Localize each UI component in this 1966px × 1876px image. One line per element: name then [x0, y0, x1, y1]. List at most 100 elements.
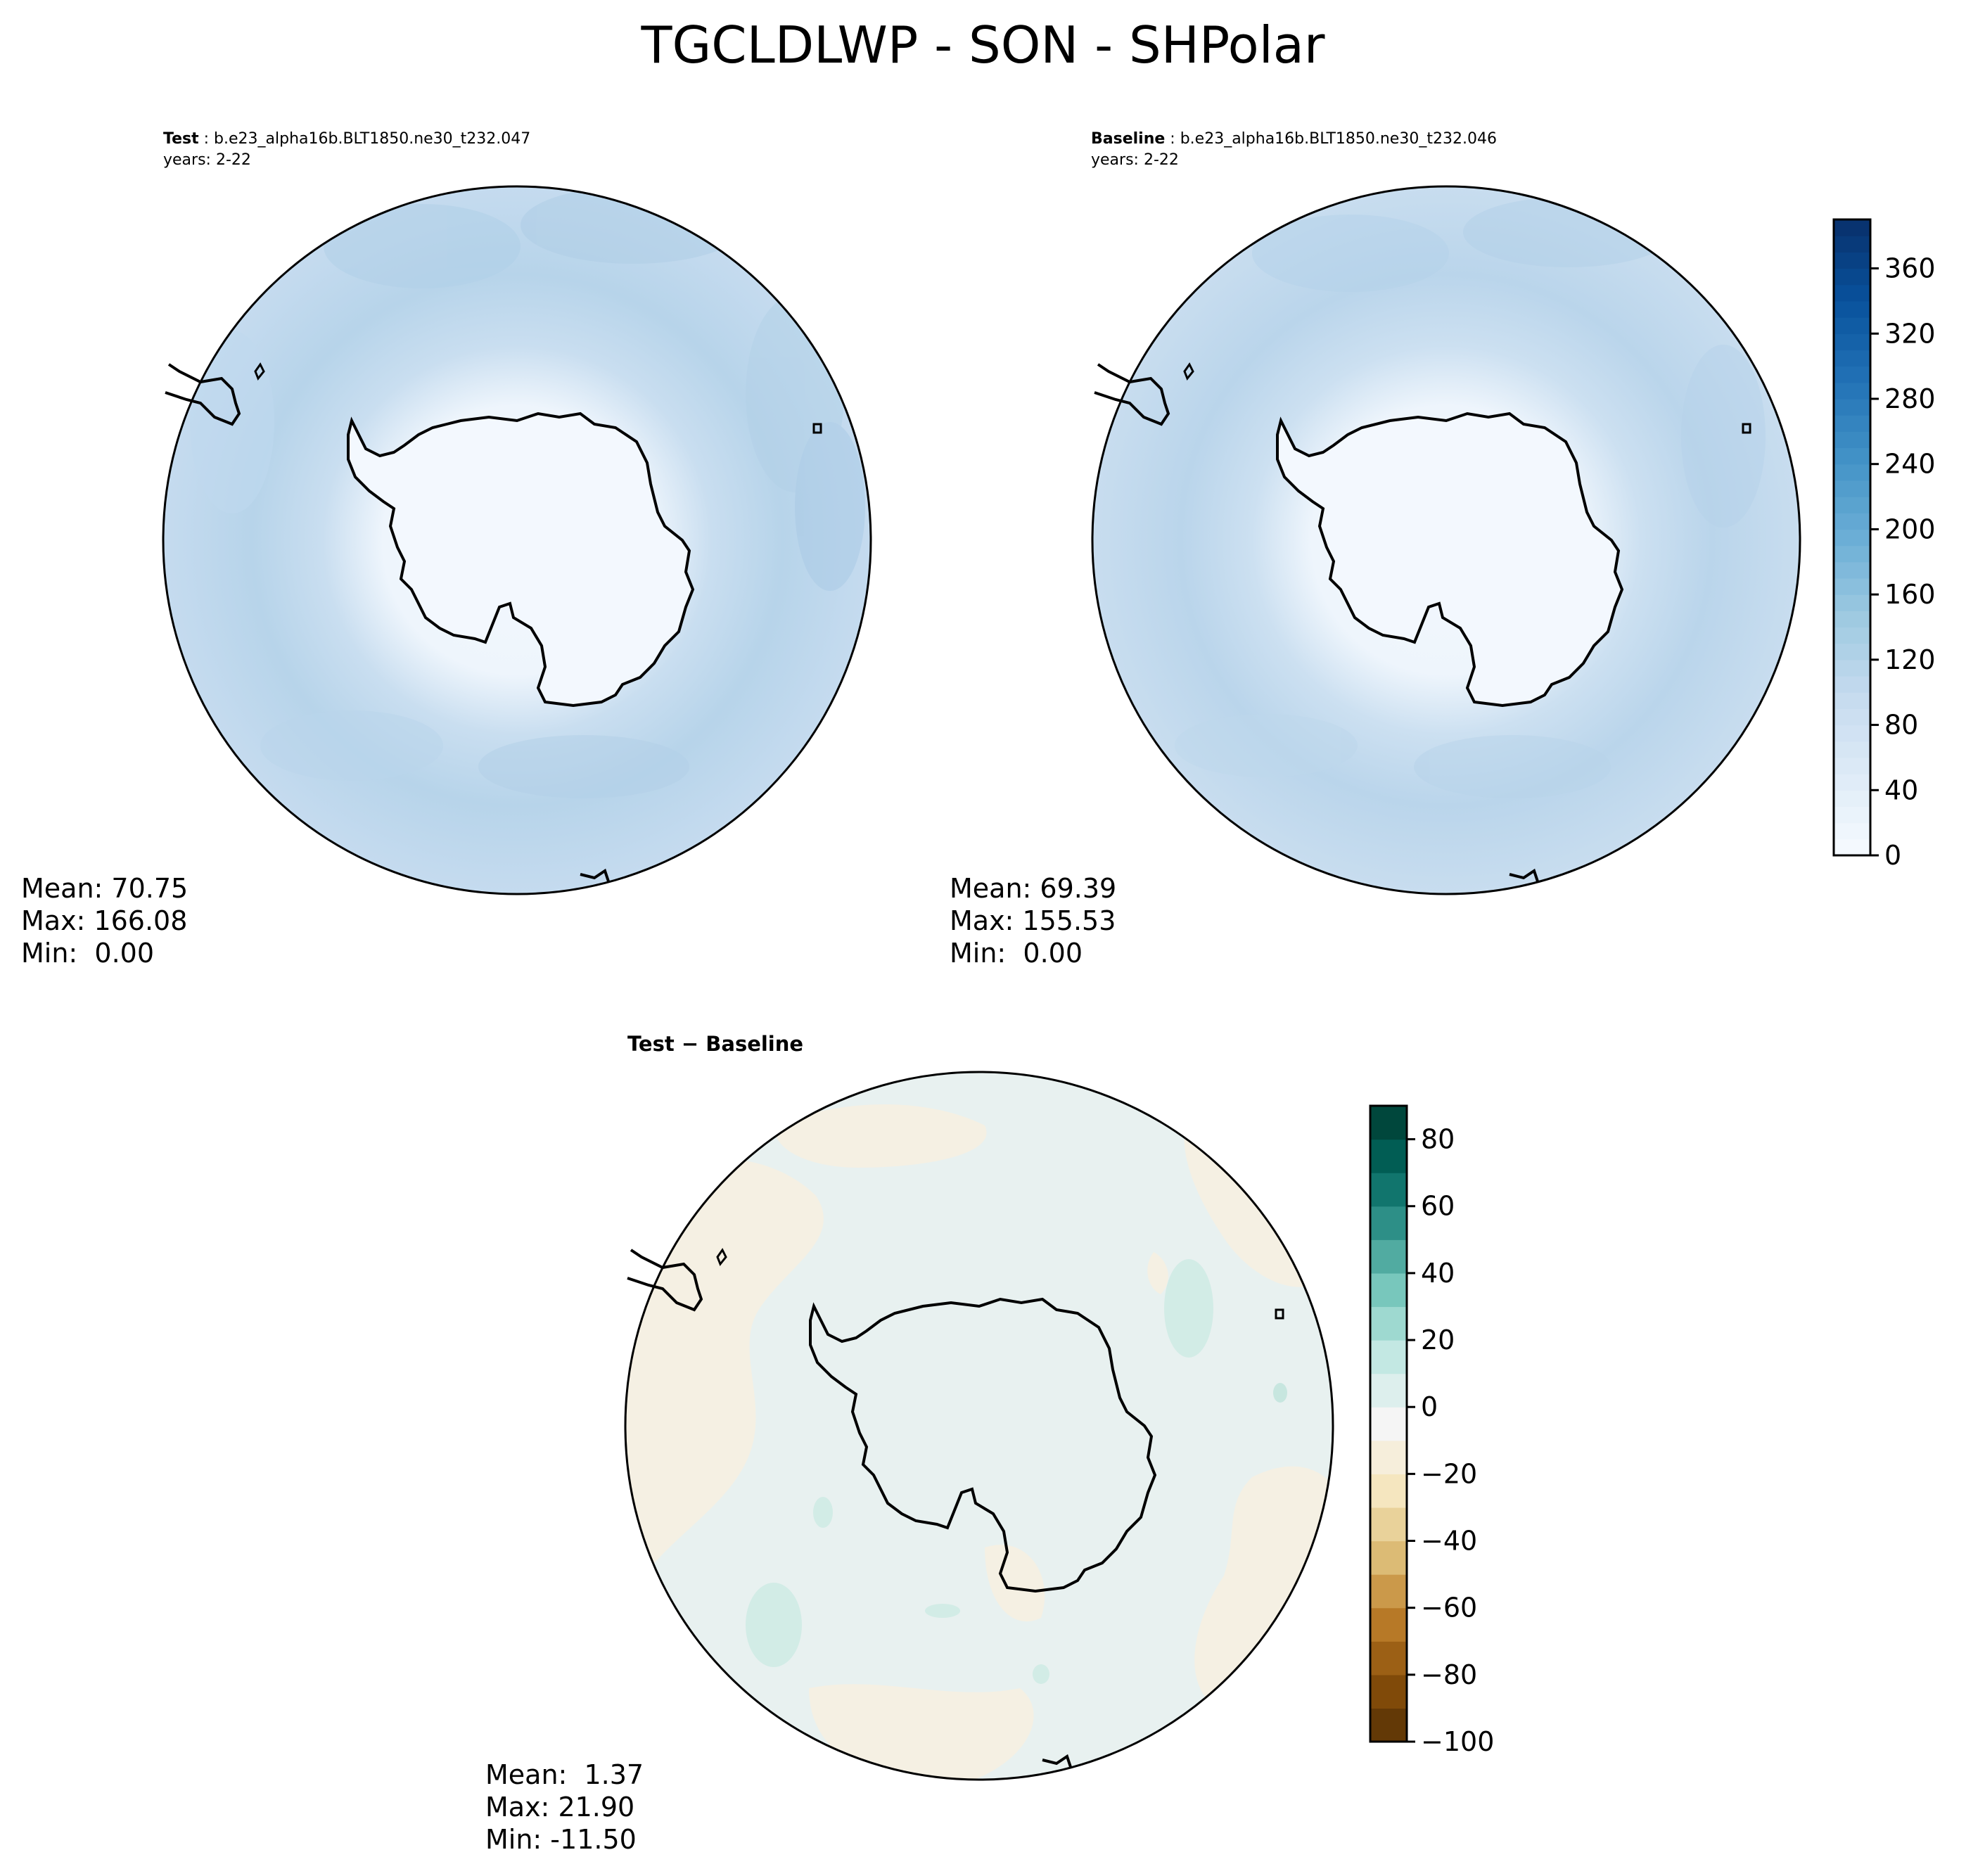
abs-colorbar-tick-label-9: 360	[1884, 253, 1936, 284]
abs-colorbar-level-10	[1834, 676, 1870, 693]
abs-colorbar-level-38	[1834, 219, 1870, 236]
diff-max: Max: 21.90	[485, 1792, 635, 1823]
test-panel-title: Test : b.e23_alpha16b.BLT1850.ne30_t232.…	[163, 130, 531, 148]
abs-colorbar-level-31	[1834, 333, 1870, 351]
diff-colorbar-level-13	[1370, 1272, 1407, 1308]
abs-colorbar-level-20	[1834, 513, 1870, 530]
abs-colorbar-level-27	[1834, 398, 1870, 416]
diff-colorbar-level-5	[1370, 1540, 1407, 1575]
abs-colorbar-level-34	[1834, 284, 1870, 302]
abs-colorbar-level-6	[1834, 741, 1870, 758]
diff-colorbar-tick-label-2: −60	[1421, 1593, 1477, 1623]
test-mean: Mean: 70.75	[21, 873, 189, 904]
abs-colorbar-level-11	[1834, 659, 1870, 677]
diff-colorbar-level-4	[1370, 1574, 1407, 1609]
abs-colorbar-level-22	[1834, 480, 1870, 497]
diff-title-test: Test	[627, 1032, 675, 1056]
diff-colorbar-level-12	[1370, 1306, 1407, 1341]
abs-colorbar-level-4	[1834, 774, 1870, 791]
abs-colorbar-level-13	[1834, 627, 1870, 644]
diff-colorbar-level-8	[1370, 1440, 1407, 1474]
diff-min: Min: -11.50	[485, 1824, 637, 1855]
abs-colorbar-level-37	[1834, 236, 1870, 253]
diff-title-baseline: Baseline	[706, 1032, 804, 1056]
diff-colorbar-level-14	[1370, 1239, 1407, 1274]
abs-colorbar-level-7	[1834, 725, 1870, 742]
abs-colorbar-level-3	[1834, 790, 1870, 808]
diff-colorbar-level-9	[1370, 1407, 1407, 1441]
baseline-antarctica-coastline	[1093, 362, 1751, 882]
abs-colorbar-tick-label-4: 160	[1884, 579, 1936, 610]
diff-colorbar-tick-label-9: 80	[1421, 1124, 1455, 1155]
baseline-min: Min: 0.00	[950, 938, 1083, 969]
colorbar-absolute: 0 40 80 120 160 200 240 280 320 360	[1832, 218, 1936, 871]
abs-colorbar-level-8	[1834, 708, 1870, 726]
abs-colorbar-level-12	[1834, 643, 1870, 661]
abs-colorbar-tick-label-5: 200	[1884, 513, 1936, 544]
abs-colorbar-level-17	[1834, 561, 1870, 579]
diff-colorbar-level-16	[1370, 1173, 1407, 1207]
test-case-name: b.e23_alpha16b.BLT1850.ne30_t232.047	[214, 130, 531, 148]
diff-colorbar-tick-label-6: 20	[1421, 1325, 1455, 1355]
test-antarctica-coastline	[164, 362, 822, 882]
diff-colorbar-level-0	[1370, 1708, 1407, 1742]
diff-colorbar-level-10	[1370, 1373, 1407, 1408]
baseline-max: Max: 155.53	[950, 905, 1116, 936]
test-max: Max: 166.08	[21, 905, 188, 936]
diff-colorbar-level-15	[1370, 1206, 1407, 1240]
abs-colorbar-tick-label-6: 240	[1884, 449, 1936, 480]
abs-colorbar-level-9	[1834, 692, 1870, 709]
diff-mean: Mean: 1.37	[485, 1759, 644, 1790]
diff-colorbar-level-7	[1370, 1474, 1407, 1508]
diff-colorbar-level-1	[1370, 1674, 1407, 1709]
baseline-panel-title: Baseline : b.e23_alpha16b.BLT1850.ne30_t…	[1091, 130, 1497, 148]
abs-colorbar-level-19	[1834, 529, 1870, 547]
diff-panel-title: Test − Baseline	[627, 1032, 803, 1056]
test-years: years: 2-22	[163, 151, 251, 169]
diff-stats: Mean: 1.37 Max: 21.90 Min: -11.50	[485, 1759, 644, 1856]
abs-colorbar-tick-label-7: 280	[1884, 383, 1936, 414]
test-map	[162, 185, 872, 895]
abs-colorbar-tick-label-2: 80	[1884, 710, 1918, 741]
diff-colorbar-tick-label-5: 0	[1421, 1391, 1438, 1422]
abs-colorbar-level-30	[1834, 350, 1870, 367]
baseline-years: years: 2-22	[1091, 151, 1179, 169]
abs-colorbar-frame	[1832, 218, 1872, 857]
baseline-map	[1091, 185, 1801, 895]
diff-colorbar-tick-label-1: −80	[1421, 1659, 1477, 1690]
diff-colorbar-tick-label-7: 40	[1421, 1258, 1455, 1289]
abs-colorbar-level-33	[1834, 300, 1870, 318]
colorbar-difference: −100 −80 −60 −40 −20 0 20 40 60 80	[1369, 1104, 1494, 1757]
diff-map	[624, 1071, 1334, 1781]
baseline-label: Baseline	[1091, 130, 1166, 148]
abs-colorbar-tick-label-8: 320	[1884, 318, 1936, 349]
abs-colorbar-level-14	[1834, 611, 1870, 628]
baseline-mean: Mean: 69.39	[950, 873, 1117, 904]
diff-colorbar-level-3	[1370, 1607, 1407, 1642]
abs-colorbar-level-32	[1834, 317, 1870, 334]
abs-colorbar-level-24	[1834, 447, 1870, 465]
diff-title-minus: −	[681, 1032, 699, 1056]
abs-colorbar-level-25	[1834, 431, 1870, 449]
abs-colorbar-level-23	[1834, 464, 1870, 481]
baseline-case-name: b.e23_alpha16b.BLT1850.ne30_t232.046	[1180, 130, 1497, 148]
diff-colorbar-level-11	[1370, 1340, 1407, 1374]
diff-colorbar-tick-label-0: −100	[1421, 1726, 1494, 1757]
diff-colorbar-tick-label-4: −20	[1421, 1458, 1477, 1489]
abs-colorbar-level-21	[1834, 497, 1870, 513]
figure-title: TGCLDLWP - SON - SHPolar	[641, 15, 1325, 75]
abs-colorbar-tick-label-3: 120	[1884, 644, 1936, 675]
diff-colorbar-level-2	[1370, 1641, 1407, 1676]
abs-colorbar-tick-label-0: 0	[1884, 840, 1901, 871]
abs-colorbar-level-36	[1834, 252, 1870, 269]
abs-colorbar-level-1	[1834, 822, 1870, 840]
abs-colorbar-level-28	[1834, 382, 1870, 400]
baseline-stats: Mean: 69.39 Max: 155.53 Min: 0.00	[950, 872, 1116, 969]
diff-colorbar-level-17	[1370, 1139, 1407, 1173]
abs-colorbar-level-16	[1834, 578, 1870, 595]
diff-antarctica-coastline	[626, 1248, 1284, 1768]
diff-colorbar-level-18	[1370, 1106, 1407, 1140]
abs-colorbar-level-29	[1834, 366, 1870, 383]
abs-colorbar-level-15	[1834, 594, 1870, 611]
abs-colorbar-level-35	[1834, 268, 1870, 286]
